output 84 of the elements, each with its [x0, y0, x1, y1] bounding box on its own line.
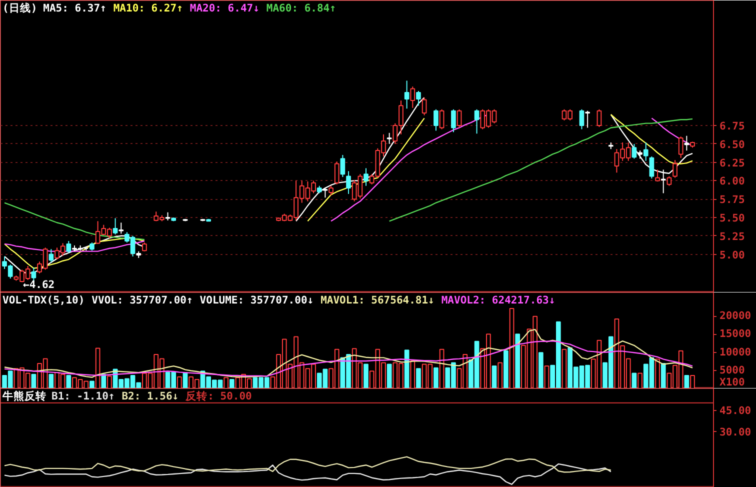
y-tick-label: 5.00: [720, 249, 745, 262]
annotation: VOLUME: 357707.00↓: [200, 294, 314, 306]
candlestick: [334, 161, 340, 185]
candlestick: [340, 154, 346, 178]
y-tick-label: 15000: [720, 328, 752, 340]
bar: [101, 374, 106, 388]
candlestick: [118, 222, 124, 234]
chart-title: (日线): [2, 2, 38, 14]
candlestick: [655, 169, 660, 182]
bar: [492, 366, 497, 388]
candlestick: [632, 143, 637, 160]
y-tick-label: 6.50: [720, 138, 745, 151]
candlestick: [404, 80, 410, 110]
candlestick: [346, 170, 351, 194]
candlestick: [666, 176, 672, 186]
text: MA20: 6.47↓: [190, 2, 260, 14]
text: MAVOL2: 624217.63↓: [441, 294, 556, 306]
y-tick-label: 6.75: [720, 120, 745, 133]
bar: [386, 364, 392, 388]
candlestick: [66, 240, 72, 254]
bar: [364, 364, 368, 388]
y-tick-label: 6.00: [720, 176, 745, 188]
y-tick-label: 5.75: [720, 194, 745, 206]
candlestick: [112, 218, 118, 235]
candlestick: [672, 160, 678, 178]
candlestick: [386, 132, 392, 144]
bar: [660, 363, 666, 388]
candlestick: [434, 108, 438, 132]
candlestick: [684, 135, 690, 152]
line-series: [4, 328, 694, 378]
candlestick: [660, 169, 666, 194]
bar: [31, 374, 36, 388]
bar: [90, 380, 94, 388]
bar: [504, 350, 508, 388]
candlestick: [364, 168, 368, 186]
candlestick: [416, 90, 421, 106]
bar: [229, 378, 234, 388]
text: B2: 1.56↓: [122, 390, 179, 402]
y-tick-label: X100: [720, 376, 745, 388]
y-tick-label: 5.25: [720, 230, 745, 243]
y-tick-label: 30.00: [720, 426, 752, 439]
y-tick-label: 10000: [720, 346, 752, 358]
line-series: [4, 463, 612, 485]
candlestick: [456, 108, 462, 128]
candlestick: [579, 108, 584, 130]
ref-line-label: 反转: 50.00: [184, 390, 252, 402]
candlestick: [474, 108, 480, 134]
annotation: VVOL: 357707.00↑: [92, 294, 193, 306]
candlestick: [439, 108, 444, 130]
y-tick-label: 5.50: [720, 212, 745, 224]
bar: [632, 372, 637, 388]
bar: [515, 334, 520, 388]
candlestick: [322, 188, 328, 198]
text: MA5: 6.37↑: [43, 2, 106, 14]
candlestick: [585, 110, 590, 128]
bar: [48, 374, 54, 388]
candlestick: [643, 142, 648, 162]
chart-title: VOL-TDX(5,10): [2, 294, 85, 306]
candlestick: [451, 108, 456, 133]
candlestick: [649, 156, 654, 179]
line-series: [4, 456, 612, 473]
candlestick: [596, 108, 602, 128]
bar: [416, 368, 421, 388]
y-tick-label: 45.00: [720, 405, 752, 418]
text: MAVOL1: 567564.81↓: [320, 294, 434, 306]
candlestick: [328, 185, 334, 196]
candlestick: [678, 136, 684, 158]
bar: [538, 352, 544, 388]
text: MA60: 6.84↑: [266, 2, 336, 14]
annotation: ←4.62: [23, 279, 55, 292]
bar: [684, 374, 690, 388]
text: B1: -1.10↑: [52, 390, 115, 402]
candlestick: [410, 86, 416, 108]
candlestick: [31, 266, 36, 282]
bar: [66, 374, 72, 388]
line-series: [4, 340, 694, 377]
y-tick-label: 5000: [720, 364, 745, 376]
y-tick-label: 6.25: [720, 157, 745, 170]
candlestick: [48, 248, 54, 263]
candlestick: [422, 97, 427, 116]
bar: [434, 367, 438, 388]
text: MA10: 6.27↑: [113, 2, 183, 14]
chart-title: 牛熊反转: [2, 390, 46, 402]
y-tick-label: 20000: [720, 310, 752, 322]
